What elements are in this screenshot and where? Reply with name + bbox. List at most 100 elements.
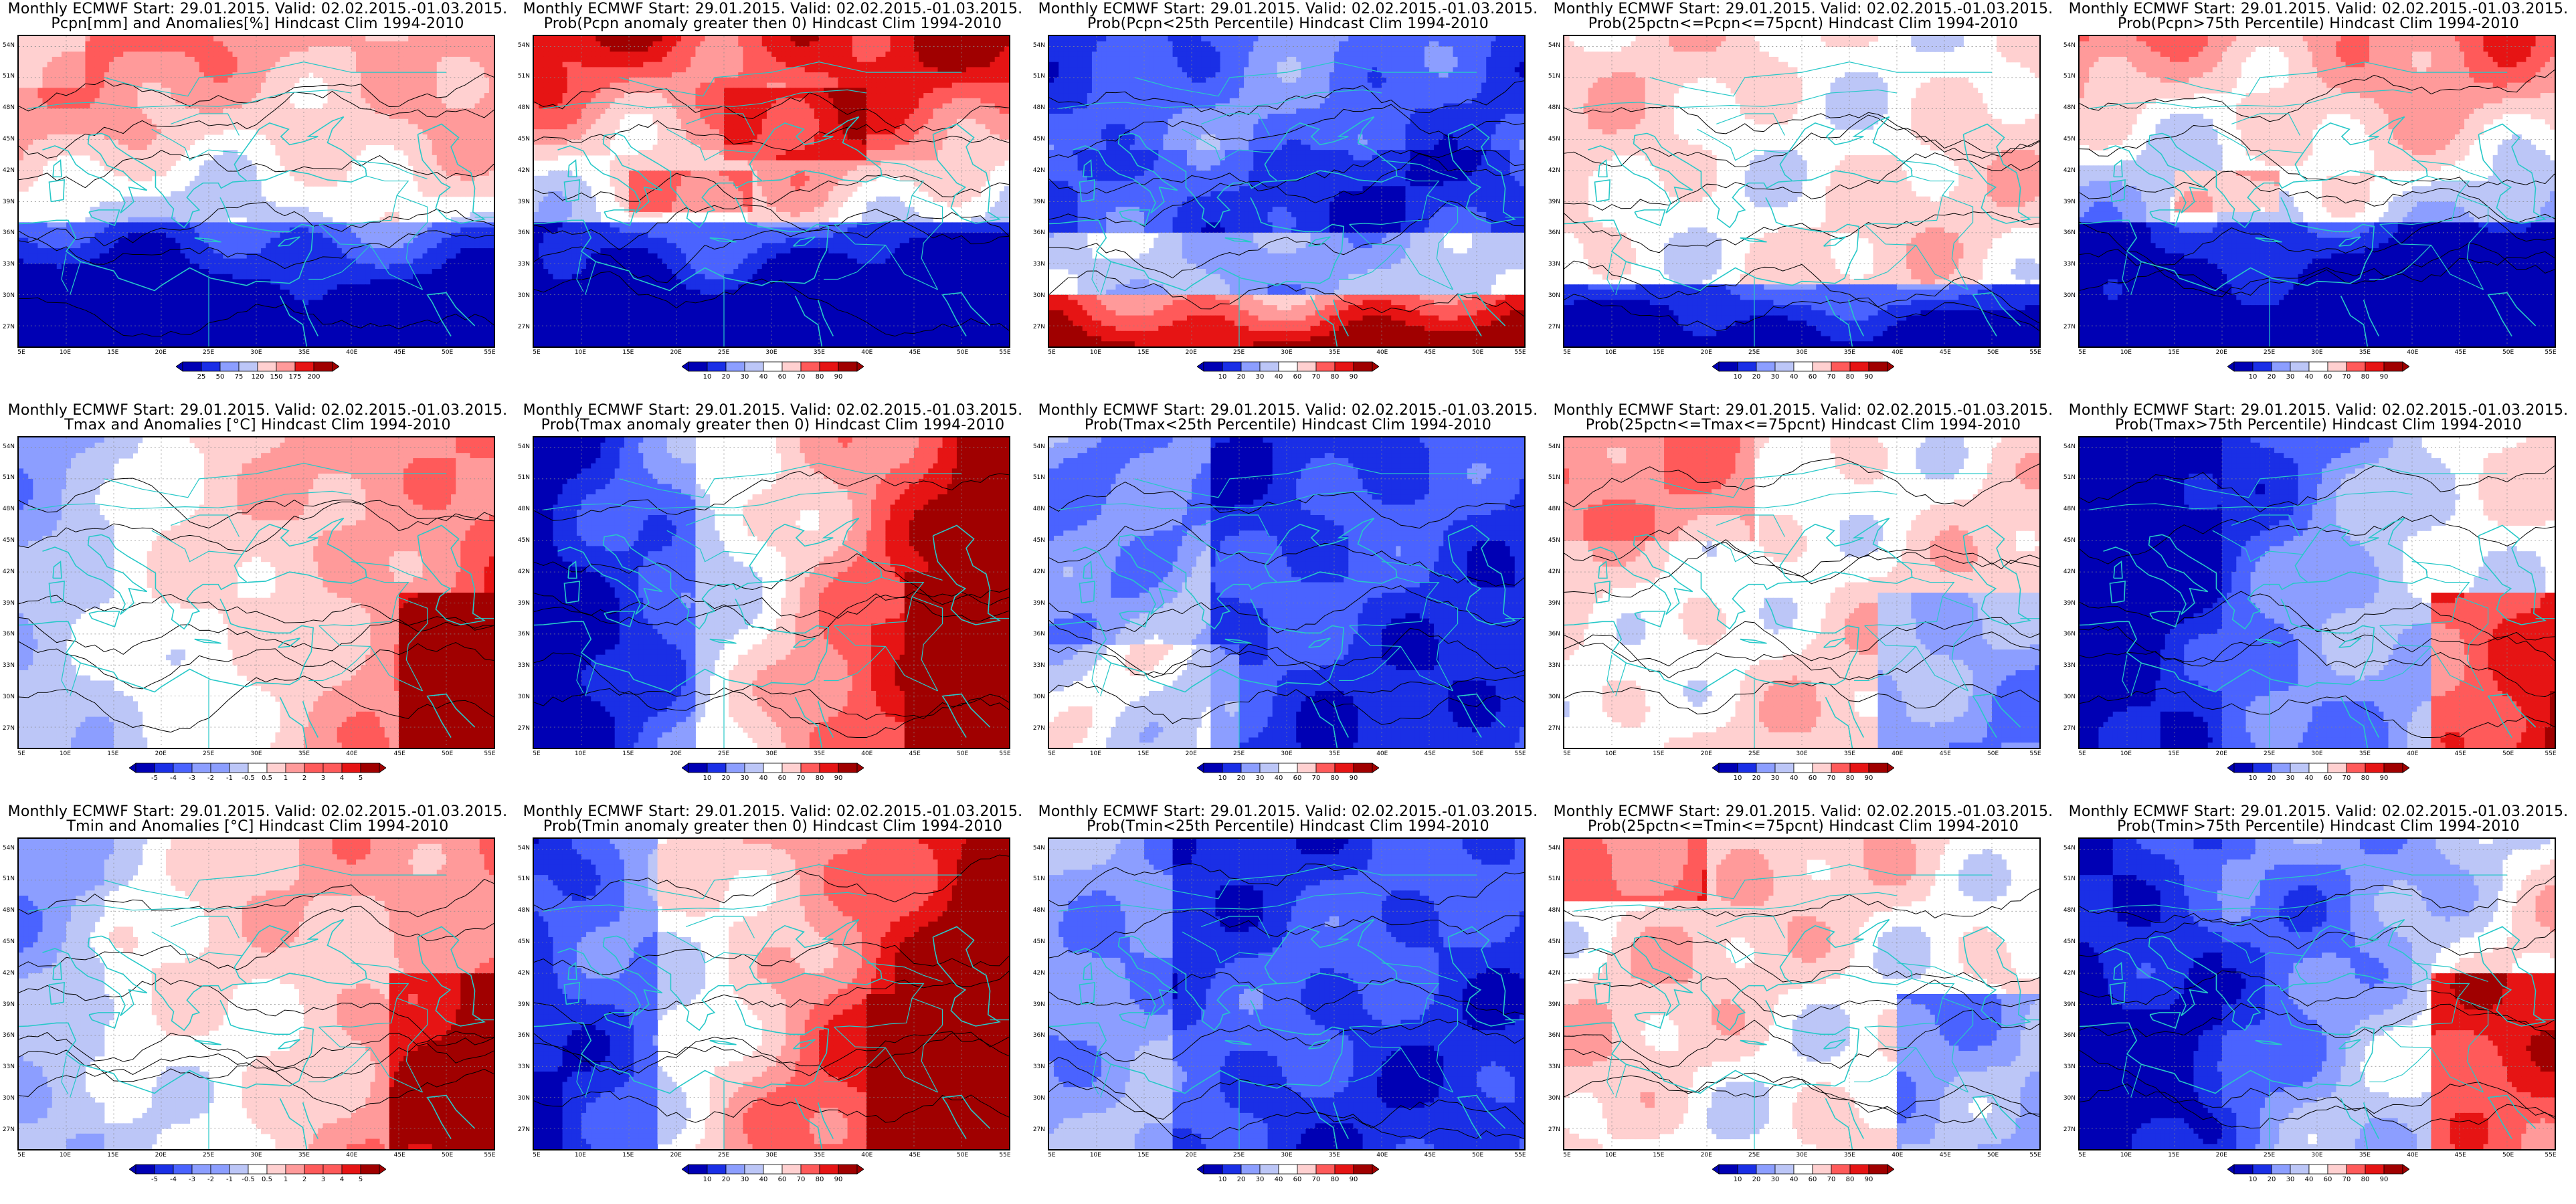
- colorbar-arrow-right: [857, 362, 864, 371]
- longitude-tick-label: 30E: [250, 1152, 262, 1159]
- colorbar-swatch: [1241, 763, 1260, 773]
- colorbar-label: 80: [1846, 1176, 1855, 1183]
- longitude-tick-label: 20E: [155, 750, 167, 757]
- longitude-tick-label: 45E: [1424, 1152, 1436, 1159]
- colorbar-label: 60: [1293, 1176, 1302, 1183]
- colorbar-swatch: [2253, 763, 2272, 773]
- colorbar-swatch: [1869, 362, 1888, 371]
- colorbar-swatch: [1222, 362, 1241, 371]
- colorbar-svg: [682, 763, 864, 773]
- latitude-tick-label: 48N: [3, 506, 15, 512]
- colorbar-arrow-left: [682, 763, 688, 773]
- colorbar: [1712, 763, 1894, 773]
- latitude-tick-label: 36N: [3, 1032, 15, 1039]
- colorbar-label: 60: [1293, 373, 1302, 381]
- longitude-tick-label: 5E: [17, 1152, 25, 1159]
- colorbar-label: 2: [302, 1176, 306, 1183]
- colorbar-swatch: [2234, 362, 2253, 371]
- colorbar: [129, 763, 386, 773]
- longitude-tick-label: 30E: [1796, 750, 1807, 757]
- longitude-axis: 5E 10E 15E 20E 25E 30E 35E 40E 45E 50E 55E: [1048, 750, 1526, 760]
- colorbar-label: 3: [321, 775, 325, 782]
- colorbar-swatch: [1831, 1165, 1850, 1174]
- longitude-tick-label: 45E: [1424, 349, 1436, 356]
- colorbar-swatch: [801, 1165, 820, 1174]
- colorbar-label: 30: [1256, 373, 1265, 381]
- latitude-tick-label: 45N: [3, 136, 15, 142]
- colorbar-swatch: [2290, 1165, 2309, 1174]
- longitude-tick-label: 45E: [394, 349, 405, 356]
- colorbar-swatch: [1316, 763, 1335, 773]
- longitude-tick-label: 50E: [2502, 750, 2514, 757]
- latitude-axis: 54N 51N 48N 45N 42N 39N 36N 33N 30N 27N: [515, 35, 531, 348]
- colorbar-label: 70: [1312, 373, 1321, 381]
- longitude-tick-label: 15E: [1653, 349, 1664, 356]
- latitude-tick-label: 27N: [1033, 324, 1045, 330]
- map-panel: Monthly ECMWF Start: 29.01.2015. Valid: …: [1030, 401, 1546, 803]
- latitude-tick-label: 48N: [1033, 907, 1045, 914]
- latitude-tick-label: 27N: [1548, 725, 1560, 732]
- latitude-tick-label: 45N: [3, 537, 15, 544]
- latitude-tick-label: 30N: [518, 292, 530, 299]
- longitude-tick-label: 55E: [484, 1152, 495, 1159]
- colorbar-arrow-left: [1712, 1165, 1719, 1174]
- colorbar-label: 40: [1790, 373, 1799, 381]
- colorbar-swatch: [2328, 763, 2347, 773]
- latitude-tick-label: 33N: [3, 261, 15, 268]
- longitude-tick-label: 10E: [575, 1152, 586, 1159]
- colorbar-arrow-left: [2227, 362, 2234, 371]
- latitude-tick-label: 42N: [1033, 970, 1045, 977]
- map-panel: Monthly ECMWF Start: 29.01.2015. Valid: …: [2061, 803, 2576, 1204]
- colorbar-label: 150: [270, 373, 282, 381]
- longitude-tick-label: 40E: [2407, 750, 2418, 757]
- latitude-axis: 54N 51N 48N 45N 42N 39N 36N 33N 30N 27N: [0, 436, 16, 749]
- colorbar-label: 60: [2324, 373, 2332, 381]
- latitude-tick-label: 51N: [3, 73, 15, 80]
- colorbar-labels: 10 20 30 40 60 70 80 90: [682, 775, 864, 784]
- map-svg: [19, 36, 494, 346]
- latitude-axis: 54N 51N 48N 45N 42N 39N 36N 33N 30N 27N: [1030, 436, 1046, 749]
- colorbar-label: 4: [340, 775, 344, 782]
- latitude-tick-label: 27N: [1033, 1126, 1045, 1133]
- latitude-tick-label: 30N: [2063, 694, 2076, 700]
- latitude-tick-label: 51N: [3, 474, 15, 481]
- colorbar-label: 25: [197, 373, 206, 381]
- colorbar: [1197, 763, 1379, 773]
- colorbar-label: 10: [2249, 1176, 2258, 1183]
- latitude-tick-label: 45N: [3, 938, 15, 945]
- latitude-tick-label: 42N: [3, 970, 15, 977]
- latitude-tick-label: 33N: [2063, 662, 2076, 669]
- colorbar-swatch: [2384, 763, 2403, 773]
- colorbar-swatch: [314, 362, 333, 371]
- map-frame: [1563, 837, 2041, 1150]
- colorbar-labels: 10 20 30 40 60 70 80 90: [1712, 1176, 1894, 1185]
- latitude-axis: 54N 51N 48N 45N 42N 39N 36N 33N 30N 27N: [1546, 436, 1562, 749]
- colorbar-swatch: [2309, 362, 2328, 371]
- colorbar-arrow-left: [2227, 763, 2234, 773]
- colorbar-swatch: [1831, 763, 1850, 773]
- longitude-tick-label: 55E: [2545, 1152, 2556, 1159]
- latitude-tick-label: 33N: [518, 261, 530, 268]
- longitude-tick-label: 25E: [718, 750, 729, 757]
- latitude-axis: 54N 51N 48N 45N 42N 39N 36N 33N 30N 27N: [2061, 35, 2077, 348]
- colorbar-swatch: [1813, 763, 1831, 773]
- latitude-tick-label: 30N: [1548, 1095, 1560, 1102]
- colorbar-label: 80: [2361, 1176, 2370, 1183]
- colorbar-swatch: [267, 1165, 286, 1174]
- colorbar-label: 40: [2305, 1176, 2314, 1183]
- colorbar-label: 30: [1771, 1176, 1780, 1183]
- colorbar-label: 70: [797, 373, 806, 381]
- longitude-tick-label: 30E: [1281, 1152, 1292, 1159]
- longitude-tick-label: 40E: [861, 1152, 872, 1159]
- longitude-tick-label: 45E: [909, 349, 921, 356]
- colorbar-label: 60: [778, 775, 787, 782]
- colorbar-swatch: [1756, 1165, 1775, 1174]
- colorbar-label: 60: [1293, 775, 1302, 782]
- colorbar-swatch: [304, 763, 323, 773]
- longitude-tick-label: 50E: [442, 750, 453, 757]
- colorbar-label: -0.5: [242, 775, 255, 782]
- latitude-tick-label: 27N: [518, 1126, 530, 1133]
- longitude-tick-label: 40E: [346, 750, 357, 757]
- colorbar-swatch: [201, 362, 220, 371]
- colorbar-swatch: [1222, 1165, 1241, 1174]
